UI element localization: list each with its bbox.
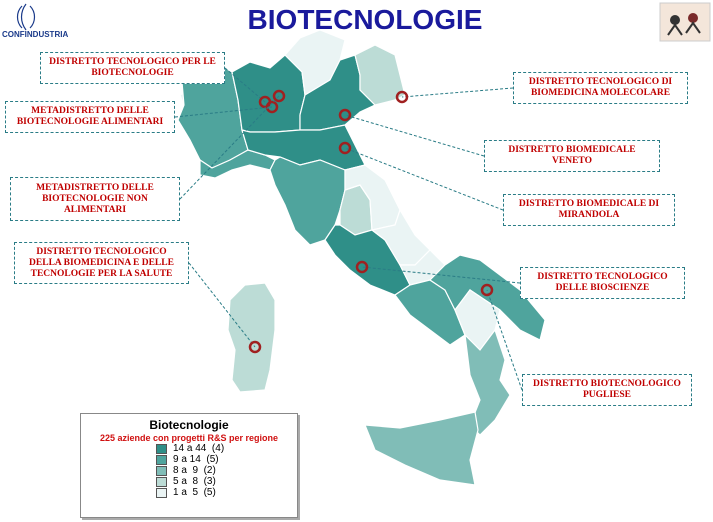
callout: DISTRETTO BIOTECNOLOGICO PUGLIESE: [522, 374, 692, 406]
legend-item: 9 a 14 (5): [156, 454, 297, 465]
legend: Biotecnologie 225 aziende con progetti R…: [80, 413, 298, 518]
legend-item: 1 a 5 (5): [156, 487, 297, 498]
leader-line: [401, 87, 514, 98]
district-marker: [265, 100, 279, 114]
callout: DISTRETTO TECNOLOGICO DELLE BIOSCIENZE: [520, 267, 685, 299]
district-marker: [395, 90, 409, 104]
leader-line: [361, 266, 521, 284]
legend-swatch: [156, 487, 167, 498]
legend-item: 8 a 9 (2): [156, 465, 297, 476]
legend-label: 9 a 14 (5): [173, 454, 219, 465]
legend-swatch: [156, 443, 167, 454]
leader-line: [486, 289, 523, 391]
legend-label: 8 a 9 (2): [173, 465, 216, 476]
legend-title: Biotecnologie: [149, 418, 229, 432]
district-marker: [480, 283, 494, 297]
callout: METADISTRETTO DELLE BIOTECNOLOGIE NON AL…: [10, 177, 180, 221]
callout: DISTRETTO TECNOLOGICO DI BIOMEDICINA MOL…: [513, 72, 688, 104]
legend-label: 14 a 44 (4): [173, 443, 225, 454]
legend-item: 5 a 8 (3): [156, 476, 297, 487]
callout: DISTRETTO TECNOLOGICO DELLA BIOMEDICINA …: [14, 242, 189, 284]
region: [464, 328, 511, 436]
legend-label: 1 a 5 (5): [173, 487, 216, 498]
callout: DISTRETTO BIOMEDICALE DI MIRANDOLA: [503, 194, 675, 226]
legend-swatch: [156, 454, 167, 465]
callout: DISTRETTO TECNOLOGICO PER LE BIOTECNOLOG…: [40, 52, 225, 84]
legend-subtitle: 225 aziende con progetti R&S per regione: [99, 433, 279, 443]
region: [227, 282, 276, 393]
district-marker: [272, 89, 286, 103]
logo-text: CONFINDUSTRIA: [2, 30, 69, 39]
region: [364, 411, 479, 486]
legend-item: 14 a 44 (4): [156, 443, 297, 454]
legend-swatch: [156, 465, 167, 476]
corner-pictogram: [659, 2, 711, 42]
callout: METADISTRETTO DELLE BIOTECNOLOGIE ALIMEN…: [5, 101, 175, 133]
district-marker: [338, 141, 352, 155]
district-marker: [338, 108, 352, 122]
district-marker: [248, 340, 262, 354]
leader-line: [179, 95, 280, 200]
leader-line: [344, 114, 485, 157]
legend-swatch: [156, 476, 167, 487]
legend-label: 5 a 8 (3): [173, 476, 216, 487]
logo-mark: [16, 3, 36, 31]
leader-line: [174, 106, 273, 118]
region: [231, 54, 306, 133]
leader-line: [188, 262, 256, 348]
leader-line: [344, 147, 504, 211]
region: [429, 254, 546, 341]
leader-line: [224, 67, 266, 103]
page-title: BIOTECNOLOGIE: [247, 4, 483, 35]
district-marker: [355, 260, 369, 274]
callout: DISTRETTO BIOMEDICALE VENETO: [484, 140, 660, 172]
region: [354, 44, 406, 106]
